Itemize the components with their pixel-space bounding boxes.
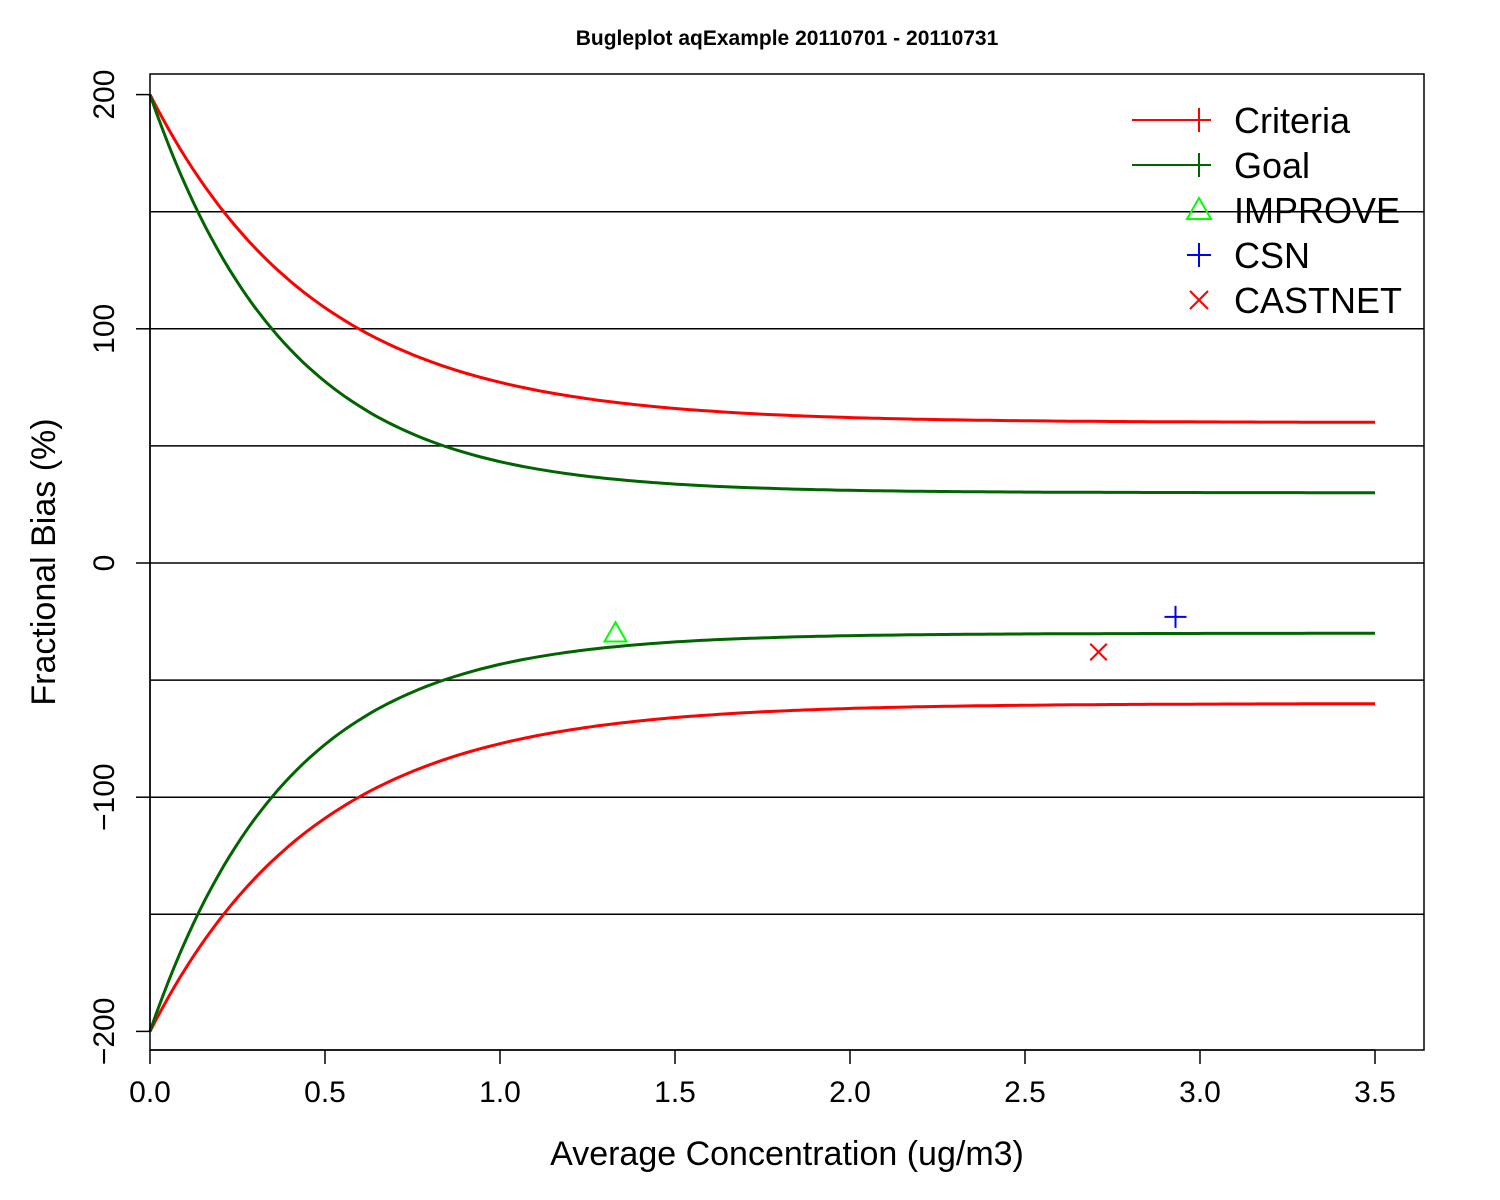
- x-axis: 0.0 0.5 1.0 1.5 2.0 2.5 3.0 3.5: [129, 1049, 1396, 1109]
- legend-symbol: [1187, 108, 1211, 132]
- curves-group: [148, 93, 1375, 1033]
- y-tick-label: 100: [88, 304, 121, 354]
- legend-entry-improve: IMPROVE: [1185, 190, 1400, 231]
- legend-symbol: [1185, 195, 1213, 220]
- points-group: [602, 605, 1187, 661]
- x-tick-label: 3.5: [1354, 1076, 1396, 1109]
- y-axis-label: Fractional Bias (%): [25, 418, 63, 705]
- curve-criteria-upper: [148, 93, 1375, 424]
- curve-criteria-lower: [148, 702, 1375, 1033]
- curve-goal-upper: [148, 94, 1375, 495]
- x-tick-label: 1.0: [479, 1076, 521, 1109]
- legend-symbol: [1187, 153, 1211, 177]
- legend-label: Criteria: [1234, 100, 1351, 141]
- x-tick-label: 3.0: [1179, 1076, 1221, 1109]
- x-tick-label: 2.0: [829, 1076, 871, 1109]
- y-tick-label: −100: [88, 763, 121, 831]
- x-tick-label: 2.5: [1004, 1076, 1046, 1109]
- x-tick-label: 0.5: [304, 1076, 346, 1109]
- legend-label: CSN: [1234, 235, 1310, 276]
- y-tick-label: 200: [88, 70, 121, 120]
- y-tick-label: −200: [88, 998, 121, 1066]
- legend-entry-criteria: Criteria: [1132, 100, 1351, 141]
- legend-label: CASTNET: [1234, 280, 1402, 321]
- legend-symbol: [1189, 290, 1209, 310]
- point-castnet: [1089, 643, 1108, 661]
- legend-label: Goal: [1234, 145, 1310, 186]
- plot-frame: [149, 73, 1425, 1051]
- legend-entry-castnet: CASTNET: [1189, 280, 1402, 321]
- x-axis-label: Average Concentration (ug/m3): [550, 1135, 1024, 1173]
- point-csn: [1164, 605, 1187, 628]
- point-improve: [602, 620, 629, 643]
- horizontal-gridlines: [150, 210, 1424, 916]
- legend-symbol: [1187, 243, 1211, 267]
- x-tick-label: 0.0: [129, 1076, 171, 1109]
- y-axis: −200 −100 0 100 200: [88, 70, 151, 1066]
- chart-title: Bugleplot aqExample 20110701 - 20110731: [576, 27, 999, 50]
- legend-label: IMPROVE: [1234, 190, 1400, 231]
- legend-entry-goal: Goal: [1132, 145, 1310, 186]
- curve-goal-lower: [148, 631, 1375, 1032]
- y-tick-label: 0: [88, 555, 121, 572]
- legend-entry-csn: CSN: [1187, 235, 1310, 276]
- x-tick-label: 1.5: [654, 1076, 696, 1109]
